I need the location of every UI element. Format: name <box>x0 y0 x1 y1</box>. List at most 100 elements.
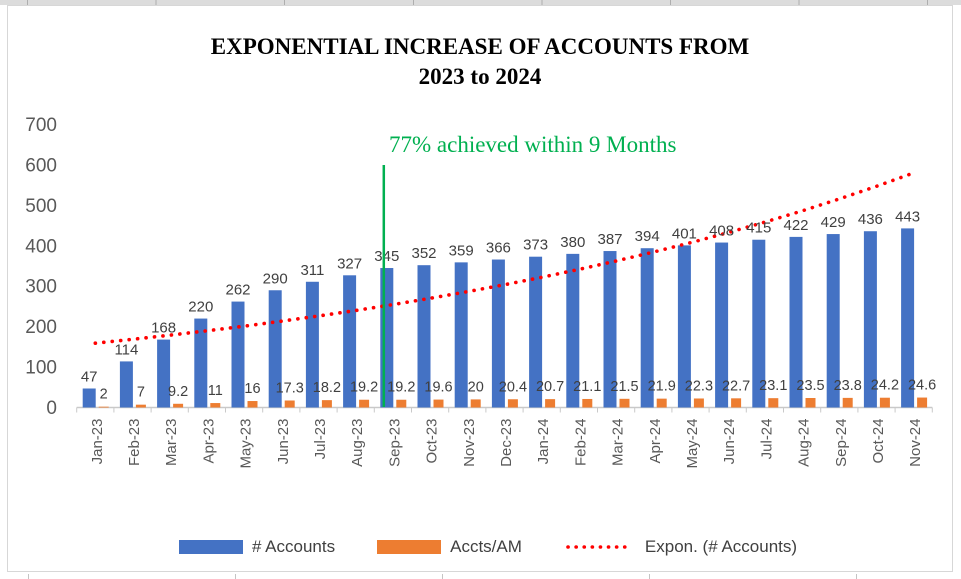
x-axis-label: Jan-23 <box>89 419 106 465</box>
accts-am-bar[interactable] <box>507 399 518 408</box>
y-axis-label: 500 <box>25 196 57 217</box>
x-axis-label: Nov-23 <box>461 419 478 467</box>
x-axis-label: Sep-24 <box>833 419 850 467</box>
accounts-data-label: 422 <box>783 217 808 234</box>
accts-am-bar[interactable] <box>470 399 481 408</box>
x-axis-label: Dec-23 <box>498 419 515 467</box>
accts-am-data-label: 21.1 <box>573 379 601 395</box>
accounts-bar[interactable] <box>268 290 282 408</box>
accounts-data-label: 262 <box>225 282 250 299</box>
accts-am-bar[interactable] <box>656 398 667 408</box>
accts-am-data-label: 22.3 <box>685 378 713 394</box>
accts-am-bar[interactable] <box>582 398 593 408</box>
accounts-bar[interactable] <box>491 259 505 408</box>
legend-item-expon-accounts[interactable]: Expon. (# Accounts) <box>564 537 797 557</box>
legend-dotted-line-sample <box>566 545 634 549</box>
accounts-bar[interactable] <box>826 234 840 408</box>
accounts-bar[interactable] <box>603 251 617 408</box>
accts-am-data-label: 20.4 <box>499 379 527 395</box>
x-axis-label: Jul-23 <box>312 419 329 460</box>
accts-am-bar[interactable] <box>135 404 146 408</box>
accounts-bar[interactable] <box>305 281 319 408</box>
accts-am-bar[interactable] <box>879 397 890 408</box>
accts-am-data-label: 19.2 <box>350 380 378 396</box>
accounts-bar[interactable] <box>566 253 580 408</box>
accounts-bar[interactable] <box>417 265 431 408</box>
accts-am-bar[interactable] <box>396 399 407 408</box>
x-axis-label: Feb-24 <box>572 419 589 467</box>
accts-am-data-label: 23.8 <box>834 378 862 394</box>
accounts-data-label: 443 <box>895 208 920 225</box>
accounts-data-label: 359 <box>449 242 474 259</box>
accts-am-bar[interactable] <box>247 401 258 408</box>
accts-am-data-label: 11 <box>208 383 223 399</box>
chart-title-line-1: EXPONENTIAL INCREASE OF ACCOUNTS FROM <box>210 34 750 59</box>
legend-item-accts-am[interactable]: Accts/AM <box>377 537 522 557</box>
accounts-bar[interactable] <box>231 301 245 408</box>
accounts-bar[interactable] <box>82 388 96 408</box>
accts-am-bar[interactable] <box>917 397 928 408</box>
accounts-data-label: 394 <box>635 228 660 245</box>
chart-title: EXPONENTIAL INCREASE OF ACCOUNTS FROM 20… <box>8 32 952 92</box>
accounts-bar[interactable] <box>119 361 133 408</box>
accounts-bar[interactable] <box>529 256 543 408</box>
exponential-trendline[interactable] <box>93 171 916 345</box>
accts-am-bar[interactable] <box>768 398 779 408</box>
accounts-data-label: 401 <box>672 225 697 242</box>
accounts-bar[interactable] <box>454 262 468 408</box>
x-axis-label: Jul-24 <box>758 419 775 460</box>
y-axis-label: 600 <box>25 155 57 176</box>
accts-am-bar[interactable] <box>842 397 853 408</box>
accounts-bar[interactable] <box>343 275 357 408</box>
accts-am-data-label: 22.7 <box>722 378 750 394</box>
accts-am-bar[interactable] <box>321 400 332 408</box>
accounts-data-label: 429 <box>821 214 846 231</box>
accounts-data-label: 352 <box>411 245 436 262</box>
accounts-data-label: 290 <box>263 270 288 287</box>
accts-am-bar[interactable] <box>805 397 816 408</box>
chart-title-line-2: 2023 to 2024 <box>418 64 542 89</box>
accounts-bar[interactable] <box>752 239 766 408</box>
accounts-bar[interactable] <box>194 318 208 408</box>
accounts-data-label: 366 <box>486 240 511 257</box>
accounts-bar[interactable] <box>640 248 654 408</box>
accounts-bar[interactable] <box>901 228 915 408</box>
x-axis-label: Oct-24 <box>870 419 887 464</box>
accts-am-bar[interactable] <box>731 398 742 408</box>
x-axis-label: Oct-23 <box>424 419 441 464</box>
accounts-data-label: 311 <box>300 262 324 279</box>
accounts-bar[interactable] <box>157 339 171 408</box>
x-axis-label: Aug-24 <box>796 419 813 467</box>
accts-am-bar[interactable] <box>210 403 221 408</box>
accts-am-bar[interactable] <box>619 398 630 408</box>
legend-item-accounts[interactable]: # Accounts <box>178 537 335 557</box>
x-axis-label: Nov-24 <box>907 419 924 467</box>
accts-am-bar[interactable] <box>545 399 556 408</box>
accts-am-bar[interactable] <box>173 403 184 408</box>
accts-am-data-label: 23.1 <box>759 378 787 394</box>
accts-am-data-label: 16 <box>244 381 260 397</box>
accts-am-data-label: 20 <box>468 379 484 395</box>
accounts-bar[interactable] <box>789 236 803 408</box>
x-axis-label: Mar-23 <box>163 419 180 467</box>
accounts-data-label: 345 <box>374 248 399 265</box>
accts-am-data-label: 17.3 <box>276 381 304 397</box>
accounts-bar[interactable] <box>863 231 877 408</box>
accts-am-bar[interactable] <box>433 399 444 408</box>
accounts-data-label: 114 <box>114 341 138 358</box>
accts-am-bar[interactable] <box>359 399 370 408</box>
x-axis-label: Jun-24 <box>721 419 738 465</box>
accts-am-data-label: 19.6 <box>424 380 452 396</box>
x-axis-label: May-24 <box>684 419 701 469</box>
y-axis-label: 200 <box>25 317 57 338</box>
accts-am-bar[interactable] <box>98 406 109 408</box>
accounts-data-label: 168 <box>151 320 176 337</box>
accts-am-bar[interactable] <box>284 400 295 408</box>
y-axis-label: 400 <box>25 236 57 257</box>
accounts-data-label: 220 <box>188 299 213 316</box>
accounts-bar[interactable] <box>715 242 729 408</box>
accts-am-bar[interactable] <box>693 398 704 408</box>
accounts-bar[interactable] <box>677 245 691 408</box>
accts-am-data-label: 2 <box>100 387 108 403</box>
